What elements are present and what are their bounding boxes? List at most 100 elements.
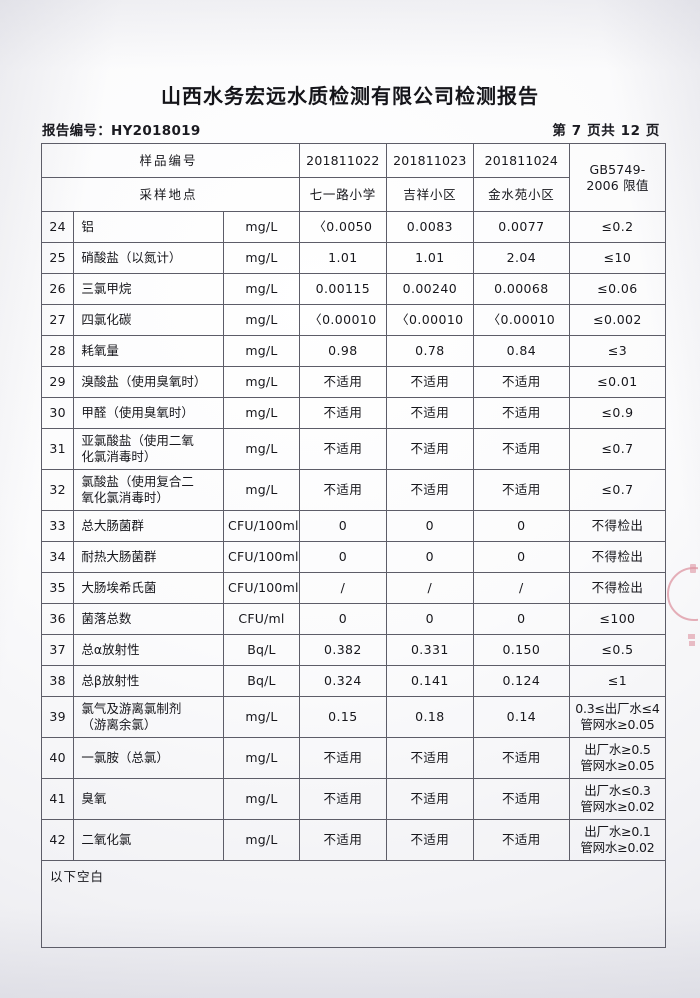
unit: CFU/100ml	[223, 572, 300, 604]
unit: mg/L	[223, 211, 300, 243]
unit: mg/L	[223, 469, 300, 511]
unit: CFU/100ml	[223, 541, 300, 573]
header-sample-no-3: 201811024	[472, 143, 570, 178]
header-standard-limit-line2: 2006 限值	[586, 177, 649, 193]
value-sample-3: 不适用	[472, 737, 570, 779]
value-sample-3: 不适用	[472, 469, 570, 511]
value-sample-1: 不适用	[298, 397, 387, 429]
table-row: 24 铝 mg/L 〈0.0050 0.0083 0.0077 ≤0.2	[40, 211, 667, 243]
value-sample-2: 0	[385, 541, 474, 573]
standard-limit: ≤10	[568, 242, 667, 274]
row-number: 39	[40, 696, 75, 738]
value-sample-2: 0.00240	[385, 273, 474, 305]
blank-note-text: 以下空白	[41, 860, 666, 948]
value-sample-3: 0.0077	[472, 211, 570, 243]
table-row: 39 氯气及游离氯制剂 （游离余氯） mg/L 0.15 0.18 0.14 0.3≤出厂水…	[40, 696, 667, 738]
item-name: 溴酸盐（使用臭氧时）	[73, 366, 225, 398]
value-sample-3: /	[472, 572, 570, 604]
value-sample-3: 0.00068	[472, 273, 570, 305]
header-sampling-site-label: 采样地点	[41, 177, 300, 212]
value-sample-2: 0	[385, 510, 474, 542]
value-sample-3: 不适用	[472, 428, 570, 470]
item-name: 总β放射性	[73, 665, 225, 697]
value-sample-1: 0	[298, 541, 387, 573]
row-number: 37	[40, 634, 75, 666]
table-row: 25 硝酸盐（以氮计） mg/L 1.01 1.01 2.04 ≤10	[40, 242, 667, 274]
row-number: 40	[40, 737, 75, 779]
unit: mg/L	[223, 737, 300, 779]
standard-limit: ≤0.002	[568, 304, 667, 336]
value-sample-1: /	[298, 572, 387, 604]
value-sample-2: 0.331	[385, 634, 474, 666]
report-meta: 报告编号：HY2018019 第 7 页共 12 页	[42, 119, 660, 139]
blank-note-row: 以下空白	[41, 860, 666, 948]
value-sample-2: 0.18	[385, 696, 474, 738]
value-sample-1: 1.01	[298, 242, 387, 274]
table-row: 37 总α放射性 Bq/L 0.382 0.331 0.150 ≤0.5	[40, 634, 667, 666]
value-sample-3: 不适用	[472, 778, 570, 820]
value-sample-2: 不适用	[385, 469, 474, 511]
value-sample-2: 不适用	[385, 397, 474, 429]
standard-limit: ≤3	[568, 335, 667, 367]
header-sampling-site-1: 七一路小学	[298, 177, 387, 212]
item-name: 氯酸盐（使用复合二 氧化氯消毒时）	[73, 469, 225, 511]
table-header-sample-no: 样品编号 201811022 201811023 201811024 GB574…	[41, 143, 667, 212]
row-number: 34	[40, 541, 75, 573]
standard-limit: ≤0.2	[568, 211, 667, 243]
table-header-sampling-site: 采样地点 七一路小学 吉祥小区 金水苑小区	[41, 177, 666, 212]
item-name: 二氧化氯	[73, 819, 225, 861]
value-sample-1: 0	[298, 510, 387, 542]
row-number: 25	[40, 242, 75, 274]
unit: CFU/100ml	[223, 510, 300, 542]
value-sample-3: 不适用	[472, 397, 570, 429]
value-sample-1: 0.00115	[298, 273, 387, 305]
unit: mg/L	[223, 397, 300, 429]
value-sample-1: 0.15	[298, 696, 387, 738]
value-sample-3: 0.14	[472, 696, 570, 738]
unit: mg/L	[223, 819, 300, 861]
table-data-rows: 24 铝 mg/L 〈0.0050 0.0083 0.0077 ≤0.2 25 硝酸盐（以氮计）…	[40, 211, 667, 861]
table-row: 41 臭氧 mg/L 不适用 不适用 不适用 出厂水≤0.3 管网水≥0.02	[40, 778, 667, 820]
header-sample-no-1: 201811022	[298, 143, 387, 178]
row-number: 29	[40, 366, 75, 398]
value-sample-2: 0.78	[385, 335, 474, 367]
standard-limit: 0.3≤出厂水≤4 管网水≥0.05	[568, 696, 667, 738]
value-sample-3: 0.124	[472, 665, 570, 697]
value-sample-2: 不适用	[385, 778, 474, 820]
item-name: 臭氧	[73, 778, 225, 820]
unit: CFU/ml	[223, 603, 300, 635]
table-row: 28 耗氧量 mg/L 0.98 0.78 0.84 ≤3	[40, 335, 667, 367]
table-row: 40 一氯胺（总氯） mg/L 不适用 不适用 不适用 出厂水≥0.5 管网水≥0.05	[40, 737, 667, 779]
row-number: 38	[40, 665, 75, 697]
unit: mg/L	[223, 696, 300, 738]
value-sample-1: 不适用	[298, 469, 387, 511]
value-sample-3: 不适用	[472, 366, 570, 398]
table-row: 31 亚氯酸盐（使用二氧 化氯消毒时） mg/L 不适用 不适用 不适用 ≤0.7	[40, 428, 667, 470]
unit: mg/L	[223, 778, 300, 820]
item-name: 亚氯酸盐（使用二氧 化氯消毒时）	[73, 428, 225, 470]
value-sample-1: 不适用	[298, 428, 387, 470]
value-sample-1: 不适用	[298, 366, 387, 398]
table-row: 30 甲醛（使用臭氧时） mg/L 不适用 不适用 不适用 ≤0.9	[40, 397, 667, 429]
value-sample-2: 不适用	[385, 737, 474, 779]
header-sample-no-label: 样品编号	[41, 143, 300, 178]
page-title: 山西水务宏远水质检测有限公司检测报告	[161, 84, 539, 108]
header-sampling-site-3: 金水苑小区	[472, 177, 570, 212]
unit: mg/L	[223, 335, 300, 367]
value-sample-1: 不适用	[298, 778, 387, 820]
row-number: 36	[40, 603, 75, 635]
value-sample-3: 0	[472, 541, 570, 573]
value-sample-3: 0.150	[472, 634, 570, 666]
item-name: 大肠埃希氏菌	[73, 572, 225, 604]
red-seal-stamp-icon	[667, 564, 698, 646]
value-sample-1: 不适用	[298, 737, 387, 779]
standard-limit: ≤0.7	[568, 469, 667, 511]
item-name: 三氯甲烷	[73, 273, 225, 305]
row-number: 35	[40, 572, 75, 604]
item-name: 甲醛（使用臭氧时）	[73, 397, 225, 429]
standard-limit: ≤100	[568, 603, 667, 635]
page-number: 第 7 页共 12 页	[552, 123, 660, 139]
unit: mg/L	[223, 304, 300, 336]
value-sample-2: 0.0083	[385, 211, 474, 243]
standard-limit: ≤0.01	[568, 366, 667, 398]
